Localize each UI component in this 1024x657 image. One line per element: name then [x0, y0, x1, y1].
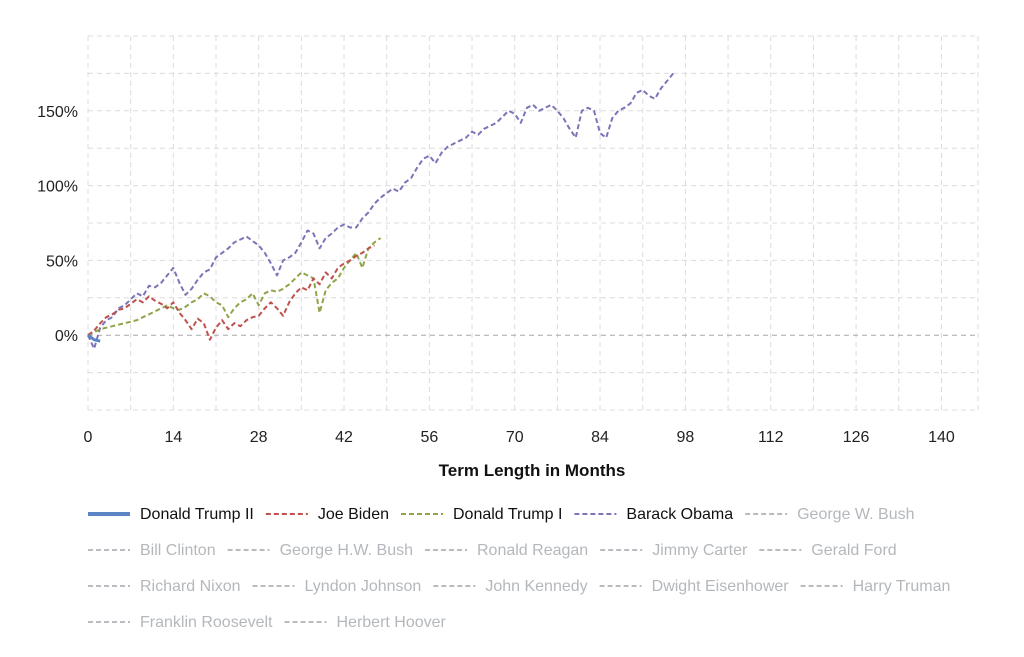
x-tick-label: 140	[928, 429, 955, 446]
legend-label: Jimmy Carter	[652, 542, 748, 559]
legend-item-ronald-reagan[interactable]: Ronald Reagan	[424, 542, 588, 559]
series-line-donald-trump-ii	[87, 333, 101, 343]
legend: Donald Trump II Joe Biden Donald Trump I Ba…	[88, 506, 950, 631]
legend-label: George H.W. Bush	[280, 542, 413, 559]
legend-item-george-h-w-bush[interactable]: George H.W. Bush	[227, 542, 413, 559]
x-tick-label: 56	[420, 429, 438, 446]
legend-item-dwight-eisenhower[interactable]: Dwight Eisenhower	[599, 578, 790, 595]
legend-label: Ronald Reagan	[477, 542, 588, 559]
legend-item-richard-nixon[interactable]: Richard Nixon	[88, 578, 240, 595]
grid	[87, 35, 979, 411]
x-tick-label: 28	[250, 429, 268, 446]
legend-item-barack-obama[interactable]: Barack Obama	[574, 506, 733, 523]
x-tick-label: 98	[676, 429, 694, 446]
legend-label: Donald Trump I	[453, 506, 562, 523]
y-axis-ticks: 0% 50% 100% 150%	[37, 104, 78, 345]
legend-label: Herbert Hoover	[337, 614, 447, 631]
legend-item-bill-clinton[interactable]: Bill Clinton	[88, 542, 216, 559]
legend-label: Lyndon Johnson	[304, 578, 421, 595]
legend-item-gerald-ford[interactable]: Gerald Ford	[759, 542, 897, 559]
series-line-joe-biden	[87, 244, 375, 341]
legend-label: Gerald Ford	[811, 542, 896, 559]
legend-label: George W. Bush	[797, 506, 914, 523]
legend-label: Donald Trump II	[140, 506, 254, 523]
y-tick-label: 50%	[46, 253, 78, 270]
x-tick-label: 42	[335, 429, 353, 446]
series-layer	[87, 72, 674, 350]
legend-label: Barack Obama	[626, 506, 733, 523]
x-tick-label: 126	[843, 429, 870, 446]
legend-item-donald-trump-i[interactable]: Donald Trump I	[401, 506, 562, 523]
legend-item-harry-truman[interactable]: Harry Truman	[800, 578, 951, 595]
x-tick-label: 70	[506, 429, 524, 446]
legend-label: Dwight Eisenhower	[652, 578, 790, 595]
legend-label: Harry Truman	[853, 578, 951, 595]
legend-item-franklin-roosevelt[interactable]: Franklin Roosevelt	[88, 614, 273, 631]
legend-item-george-w-bush[interactable]: George W. Bush	[745, 506, 915, 523]
x-axis-ticks: 0 14 28 42 56 70 84 98 112 126 140	[84, 429, 955, 446]
legend-item-jimmy-carter[interactable]: Jimmy Carter	[600, 542, 748, 559]
y-tick-label: 100%	[37, 179, 78, 196]
legend-label: Richard Nixon	[140, 578, 240, 595]
y-tick-label: 150%	[37, 104, 78, 121]
legend-item-joe-biden[interactable]: Joe Biden	[265, 506, 389, 523]
y-tick-label: 0%	[55, 328, 78, 345]
legend-label: Bill Clinton	[140, 542, 216, 559]
x-axis-label: Term Length in Months	[439, 461, 626, 480]
legend-item-herbert-hoover[interactable]: Herbert Hoover	[284, 614, 447, 631]
legend-item-donald-trump-ii[interactable]: Donald Trump II	[88, 506, 254, 523]
x-tick-label: 0	[84, 429, 93, 446]
legend-label: Franklin Roosevelt	[140, 614, 273, 631]
series-line-donald-trump-i	[87, 237, 382, 337]
legend-label: John Kennedy	[485, 578, 587, 595]
x-tick-label: 14	[164, 429, 182, 446]
series-line-barack-obama	[87, 72, 674, 350]
legend-item-john-kennedy[interactable]: John Kennedy	[433, 578, 588, 595]
legend-label: Joe Biden	[318, 506, 389, 523]
x-tick-label: 84	[591, 429, 609, 446]
x-tick-label: 112	[758, 429, 784, 446]
legend-item-lyndon-johnson[interactable]: Lyndon Johnson	[252, 578, 421, 595]
